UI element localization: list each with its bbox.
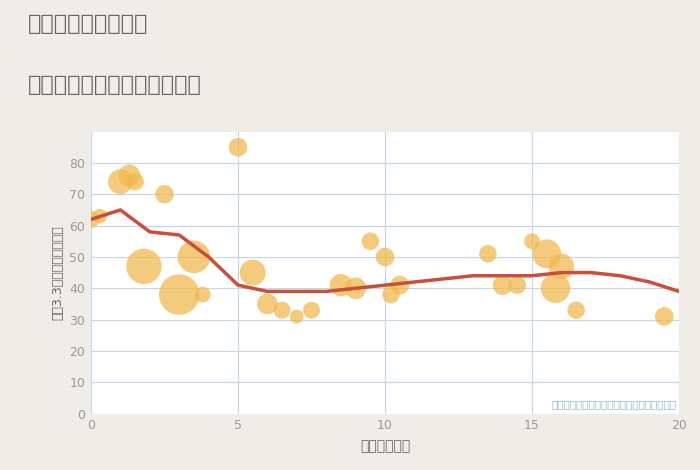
Point <box>556 263 567 270</box>
Point <box>85 216 97 223</box>
Point <box>232 143 244 151</box>
Point <box>276 306 288 314</box>
Point <box>482 250 493 258</box>
Point <box>306 306 317 314</box>
Point <box>385 291 396 298</box>
Point <box>335 282 346 289</box>
Text: 円の大きさは、取引のあった物件面積を示す: 円の大きさは、取引のあった物件面積を示す <box>551 399 676 409</box>
Point <box>570 306 582 314</box>
Point <box>394 282 405 289</box>
Point <box>550 284 561 292</box>
Point <box>188 253 199 261</box>
Point <box>94 212 106 220</box>
Point <box>247 269 258 276</box>
Point <box>379 253 391 261</box>
Point <box>124 172 135 179</box>
Point <box>497 282 508 289</box>
Text: 駅距離別中古マンション価格: 駅距離別中古マンション価格 <box>28 75 202 95</box>
Point <box>659 313 670 320</box>
Text: 千葉県白井市名内の: 千葉県白井市名内の <box>28 14 148 34</box>
Point <box>526 237 538 245</box>
Point <box>262 300 273 308</box>
Point <box>139 263 150 270</box>
Point <box>130 178 141 186</box>
Y-axis label: 坪（3.3㎡）単価（万円）: 坪（3.3㎡）単価（万円） <box>51 225 64 320</box>
Point <box>159 190 170 198</box>
Point <box>512 282 523 289</box>
Point <box>197 291 209 298</box>
Point <box>291 313 302 320</box>
Point <box>115 178 126 186</box>
Point <box>541 250 552 258</box>
Point <box>365 237 376 245</box>
Point <box>350 284 361 292</box>
Point <box>174 291 185 298</box>
X-axis label: 駅距離（分）: 駅距離（分） <box>360 439 410 453</box>
